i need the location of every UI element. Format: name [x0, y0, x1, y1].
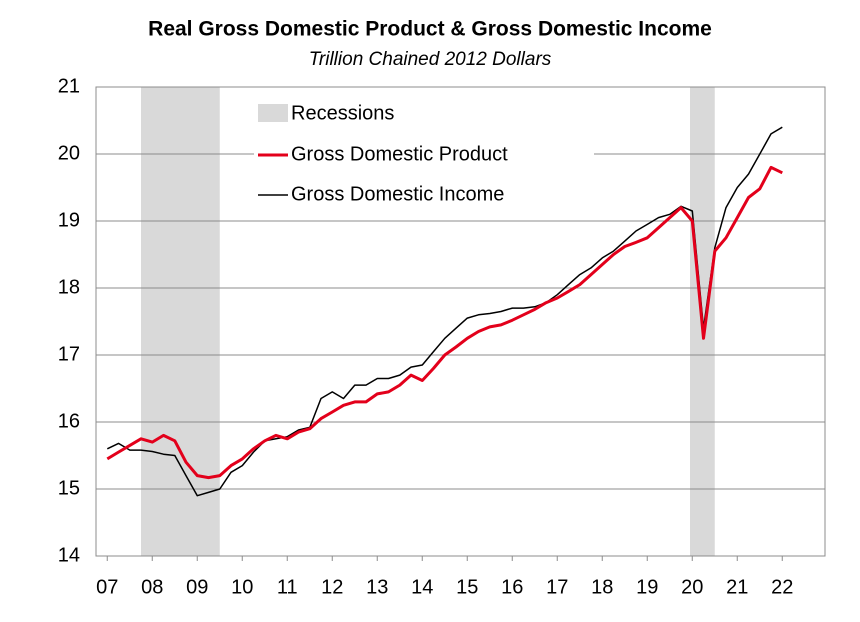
legend-label: Gross Domestic Income — [291, 183, 504, 205]
legend-swatch — [258, 104, 288, 122]
y-tick-label: 21 — [58, 75, 80, 97]
x-tick-label: 08 — [141, 576, 163, 598]
recession-band — [141, 87, 220, 556]
x-tick-label: 19 — [636, 576, 658, 598]
y-tick-label: 19 — [58, 209, 80, 231]
x-tick-label: 20 — [681, 576, 703, 598]
y-tick-label: 20 — [58, 142, 80, 164]
x-tick-label: 16 — [501, 576, 523, 598]
y-tick-label: 16 — [58, 410, 80, 432]
y-tick-label: 18 — [58, 276, 80, 298]
x-tick-label: 15 — [456, 576, 478, 598]
chart-subtitle: Trillion Chained 2012 Dollars — [309, 49, 552, 70]
legend-label: Recessions — [291, 102, 394, 124]
plot-border — [95, 86, 826, 557]
chart-title: Real Gross Domestic Product & Gross Dome… — [148, 18, 712, 41]
x-tick-label: 10 — [231, 576, 253, 598]
x-tick-label: 14 — [411, 576, 433, 598]
x-tick-label: 18 — [591, 576, 613, 598]
y-tick-label: 14 — [58, 544, 80, 566]
x-tick-label: 13 — [366, 576, 388, 598]
x-tick-label: 07 — [96, 576, 118, 598]
legend-background — [254, 96, 594, 212]
y-tick-label: 15 — [58, 477, 80, 499]
legend-label: Gross Domestic Product — [291, 143, 508, 165]
x-tick-label: 22 — [771, 576, 793, 598]
data-line — [106, 165, 783, 480]
x-tick-label: 11 — [277, 576, 298, 598]
data-line — [106, 126, 783, 497]
x-tick-label: 12 — [321, 576, 343, 598]
x-tick-label: 09 — [186, 576, 208, 598]
x-tick-label: 17 — [546, 576, 568, 598]
y-tick-label: 17 — [58, 343, 80, 365]
x-tick-label: 21 — [726, 576, 748, 598]
